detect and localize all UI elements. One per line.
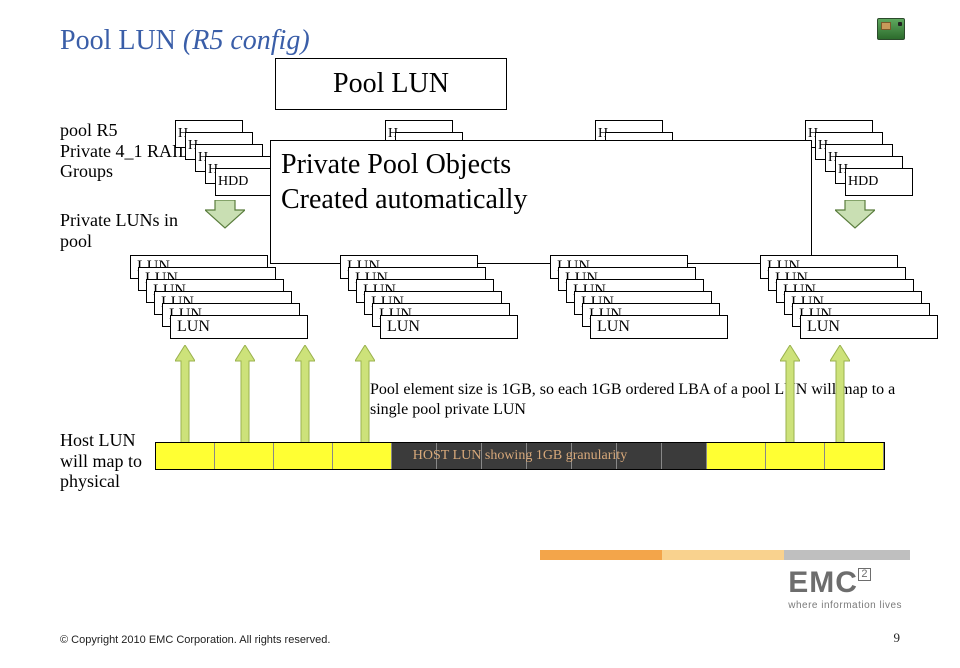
host-bar-segment (215, 443, 274, 469)
emc-logo: EMC2 where information lives (788, 566, 902, 611)
board-icon (877, 18, 905, 40)
yellow-up-arrow (355, 345, 375, 450)
host-bar-segment (437, 443, 482, 469)
overlay-box: Private Pool Objects Created automatical… (270, 140, 812, 264)
lun-box: LUN (590, 315, 728, 339)
host-bar-segment (333, 443, 392, 469)
yellow-up-arrow (175, 345, 195, 450)
page-number: 9 (894, 630, 901, 646)
host-bar-segment (527, 443, 572, 469)
host-bar-segment (707, 443, 766, 469)
yellow-up-arrow (235, 345, 255, 450)
pool-element-text: Pool element size is 1GB, so each 1GB or… (370, 380, 910, 420)
host-bar-segment (274, 443, 333, 469)
yellow-up-arrow (295, 345, 315, 450)
host-bar-segment (572, 443, 617, 469)
host-lun-label: Host LUNwill map tophysical (60, 430, 142, 492)
slide-title: Pool LUN (R5 config) (60, 25, 310, 57)
title-main: Pool LUN (60, 25, 183, 56)
lun-box: LUN (800, 315, 938, 339)
pool-lun-text: Pool LUN (333, 68, 449, 100)
logo-text: EMC (788, 566, 858, 600)
green-down-arrow (835, 200, 875, 235)
host-bar-segment (766, 443, 825, 469)
label-raid-groups: pool R5Private 4_1 RAIDGroups (60, 120, 191, 182)
host-bar-segment (156, 443, 215, 469)
host-lun-bar: HOST LUN showing 1GB granularity (155, 442, 885, 470)
overlay-line1: Private Pool Objects (281, 147, 801, 182)
host-bar-segment (482, 443, 527, 469)
host-bar-segment (662, 443, 707, 469)
yellow-up-arrow (830, 345, 850, 450)
hdd-box: HDD (845, 168, 913, 196)
title-config: (R5 config) (183, 25, 310, 56)
logo-tagline: where information lives (788, 600, 902, 611)
pool-lun-box: Pool LUN (275, 58, 507, 110)
lun-box: LUN (170, 315, 308, 339)
footer-band (540, 550, 910, 560)
green-down-arrow (205, 200, 245, 235)
logo-sup: 2 (858, 568, 871, 581)
host-bar-segment (825, 443, 884, 469)
overlay-line2: Created automatically (281, 182, 801, 217)
host-bar-segment (617, 443, 662, 469)
label-private-luns: Private LUNs inpool (60, 210, 178, 251)
host-bar-segment (392, 443, 437, 469)
copyright: © Copyright 2010 EMC Corporation. All ri… (60, 634, 330, 646)
yellow-up-arrow (780, 345, 800, 450)
lun-box: LUN (380, 315, 518, 339)
